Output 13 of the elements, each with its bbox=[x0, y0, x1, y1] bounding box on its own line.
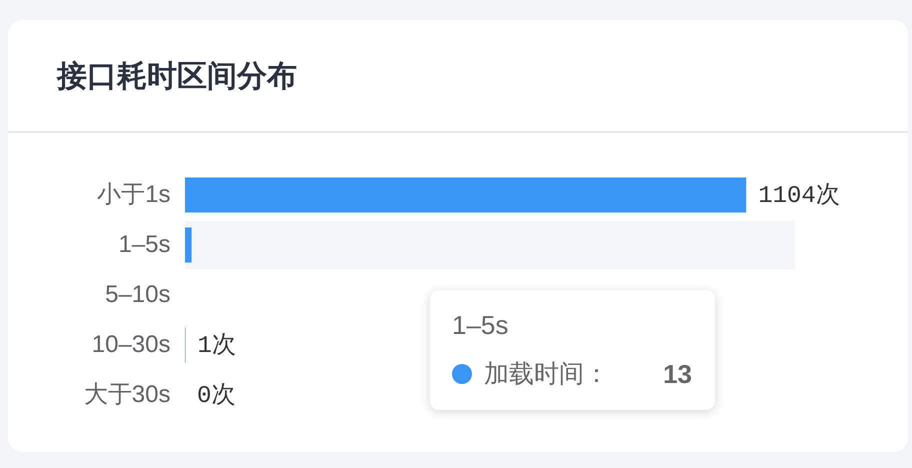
annotation: 1–5s bbox=[452, 310, 508, 340]
annotation: 加载时间： bbox=[484, 359, 609, 390]
data-label: 0次 bbox=[197, 382, 236, 410]
y-tick-label: 大于30s bbox=[84, 381, 170, 408]
data-label: 1104次 bbox=[758, 182, 840, 210]
data-label: 1次 bbox=[198, 332, 236, 360]
y-tick-label: 10–30s bbox=[92, 331, 170, 358]
y-tick-label: 5–10s bbox=[105, 281, 170, 308]
annotation: 13 bbox=[663, 358, 692, 390]
tooltip-box: 1–5s 加载时间： 13 bbox=[430, 290, 715, 410]
y-tick-label: 小于1s bbox=[97, 181, 170, 208]
chart-title: 接口耗时区间分布 bbox=[56, 60, 297, 93]
y-tick-label: 1–5s bbox=[118, 231, 170, 258]
